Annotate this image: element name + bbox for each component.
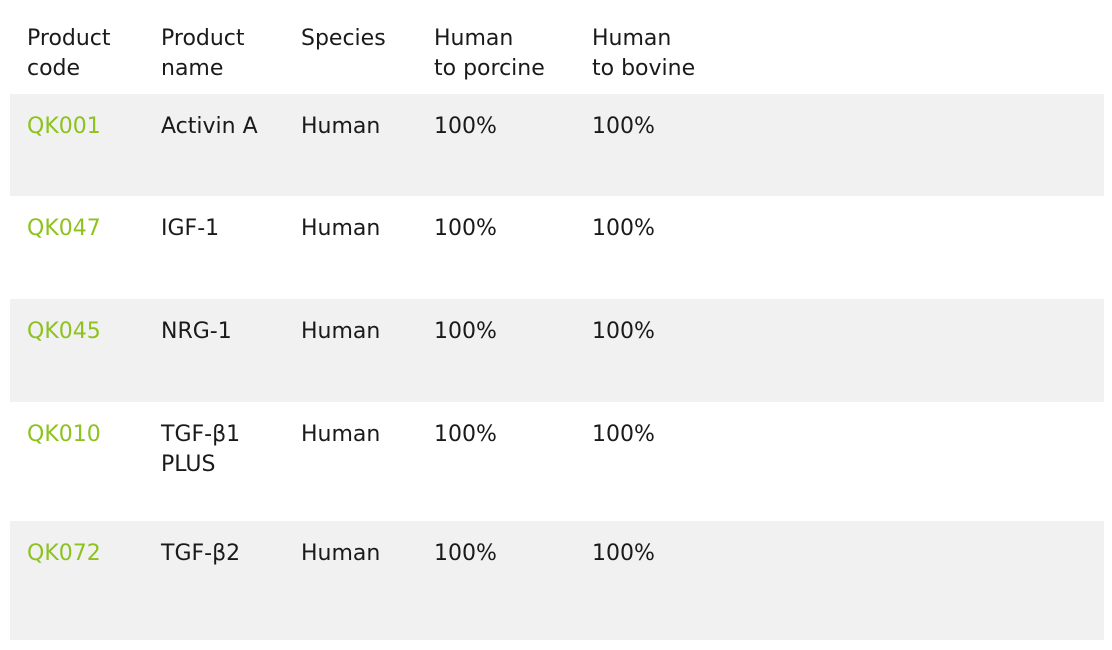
- header-species-line1: Species: [301, 26, 386, 51]
- header-human-to-porcine: Human to porcine: [434, 24, 592, 84]
- cell-human-to-bovine: 100%: [592, 319, 655, 344]
- header-product-code: Product code: [10, 24, 161, 84]
- cell-human-to-porcine: 100%: [434, 114, 497, 139]
- cell-human-to-bovine: 100%: [592, 216, 655, 241]
- header-product-name-line1: Product: [161, 26, 245, 51]
- product-code-link[interactable]: QK010: [27, 422, 101, 447]
- product-code-link[interactable]: QK045: [27, 319, 101, 344]
- cell-human-to-bovine: 100%: [592, 422, 655, 447]
- cell-species: Human: [301, 216, 381, 241]
- cell-human-to-porcine: 100%: [434, 541, 497, 566]
- header-human-to-bovine: Human to bovine: [592, 24, 792, 84]
- cell-human-to-porcine: 100%: [434, 216, 497, 241]
- cell-product-name: Activin A: [161, 112, 301, 142]
- cell-product-name: IGF-1: [161, 214, 301, 244]
- cell-product-code: QK047: [10, 214, 161, 244]
- cell-species: Human: [301, 114, 381, 139]
- cell-product-name: TGF-β1 PLUS: [161, 420, 301, 480]
- product-name-line1: IGF-1: [161, 216, 220, 241]
- cell-human-to-porcine: 100%: [434, 422, 497, 447]
- header-human-to-porcine-line2: to porcine: [434, 56, 545, 81]
- product-table: Product code Product name Species Human …: [10, 0, 1104, 640]
- table-row: QK045 NRG-1 Human 100% 100%: [10, 299, 1104, 402]
- table-header-row: Product code Product name Species Human …: [10, 0, 1104, 94]
- cell-species: Human: [301, 319, 381, 344]
- table-row: QK001 Activin A Human 100% 100%: [10, 94, 1104, 196]
- cell-human-to-bovine: 100%: [592, 541, 655, 566]
- header-species: Species: [301, 24, 434, 54]
- cell-product-code: QK045: [10, 317, 161, 347]
- header-product-code-line2: code: [27, 56, 81, 81]
- product-name-line1: TGF-β2: [161, 541, 241, 566]
- header-human-to-bovine-line1: Human: [592, 26, 672, 51]
- cell-product-name: TGF-β2: [161, 539, 301, 569]
- product-name-line1: NRG-1: [161, 319, 232, 344]
- product-code-link[interactable]: QK001: [27, 114, 101, 139]
- cell-product-name: NRG-1: [161, 317, 301, 347]
- product-name-line2: PLUS: [161, 452, 216, 477]
- cell-human-to-bovine: 100%: [592, 114, 655, 139]
- header-product-name-line2: name: [161, 56, 224, 81]
- cell-human-to-porcine: 100%: [434, 319, 497, 344]
- cell-product-code: QK072: [10, 539, 161, 569]
- cell-species: Human: [301, 541, 381, 566]
- table-row: QK072 TGF-β2 Human 100% 100%: [10, 521, 1104, 640]
- table-row: QK010 TGF-β1 PLUS Human 100% 100%: [10, 402, 1104, 521]
- product-code-link[interactable]: QK072: [27, 541, 101, 566]
- product-name-line1: Activin A: [161, 114, 258, 139]
- header-human-to-porcine-line1: Human: [434, 26, 514, 51]
- table-row: QK047 IGF-1 Human 100% 100%: [10, 196, 1104, 299]
- product-code-link[interactable]: QK047: [27, 216, 101, 241]
- header-human-to-bovine-line2: to bovine: [592, 56, 696, 81]
- header-product-name: Product name: [161, 24, 301, 84]
- product-name-line1: TGF-β1: [161, 422, 241, 447]
- cell-species: Human: [301, 422, 381, 447]
- cell-product-code: QK010: [10, 420, 161, 450]
- header-product-code-line1: Product: [27, 26, 111, 51]
- cell-product-code: QK001: [10, 112, 161, 142]
